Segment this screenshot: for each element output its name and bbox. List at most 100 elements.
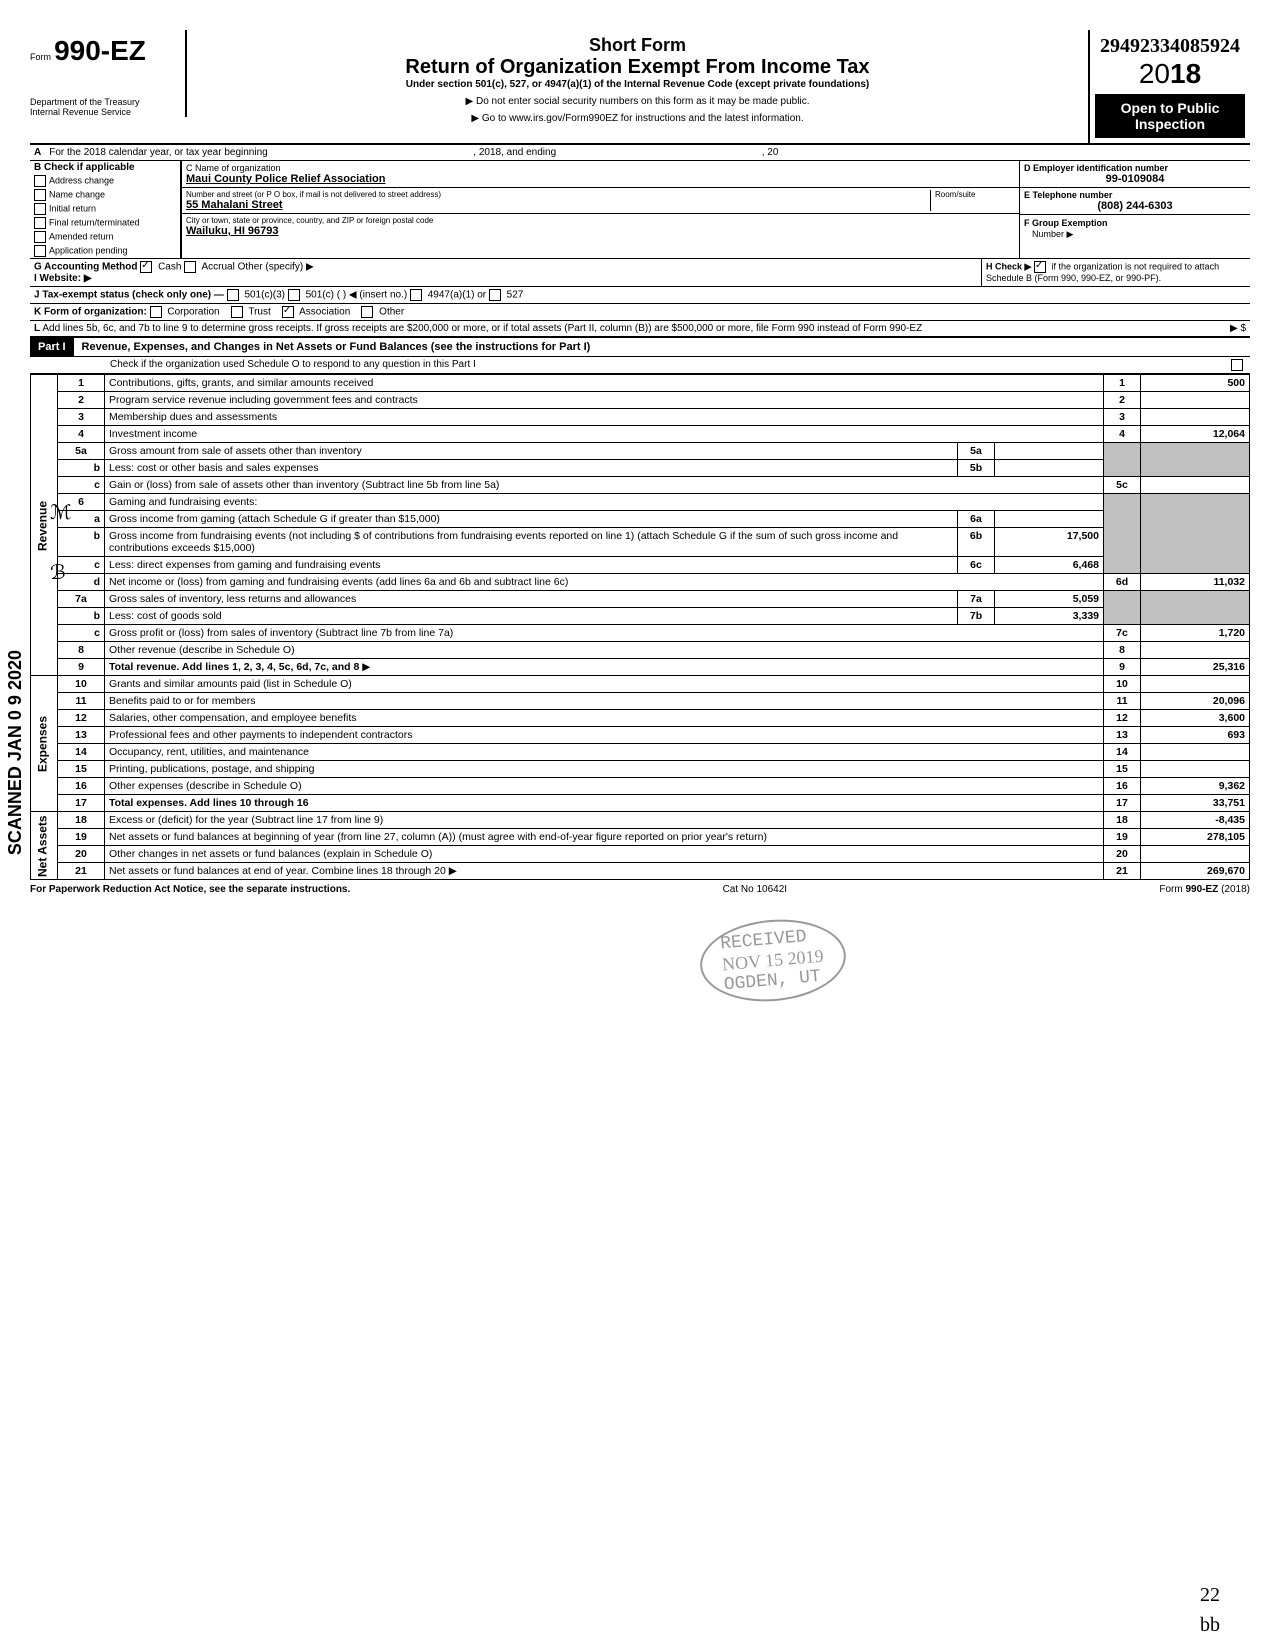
section-c-label: C Name of organization bbox=[186, 163, 1015, 173]
desc-2: Program service revenue including govern… bbox=[109, 394, 418, 406]
cb-amended[interactable] bbox=[34, 231, 46, 243]
subamt-5a bbox=[995, 443, 1104, 460]
desc-14: Occupancy, rent, utilities, and maintena… bbox=[109, 746, 309, 758]
cb-trust[interactable] bbox=[231, 306, 243, 318]
insert-no: ) ◀ (insert no.) bbox=[343, 290, 407, 301]
desc-3: Membership dues and assessments bbox=[109, 411, 277, 423]
box-1: 1 bbox=[1104, 375, 1141, 392]
527: 527 bbox=[507, 290, 524, 301]
subamt-6c: 6,468 bbox=[995, 557, 1104, 574]
cb-accrual[interactable] bbox=[184, 261, 196, 273]
box-9: 9 bbox=[1104, 659, 1141, 676]
line-j-label: J Tax-exempt status (check only one) — bbox=[34, 290, 224, 301]
footer-mid: Cat No 10642I bbox=[723, 884, 788, 895]
ln12: 12 bbox=[58, 710, 105, 727]
box-12: 12 bbox=[1104, 710, 1141, 727]
line-a-text: For the 2018 calendar year, or tax year … bbox=[49, 147, 267, 158]
section-b-label: B Check if applicable bbox=[30, 161, 180, 174]
note-web: ▶ Go to www.irs.gov/Form990EZ for instru… bbox=[197, 113, 1078, 124]
amt-3 bbox=[1141, 409, 1250, 426]
box-11: 11 bbox=[1104, 693, 1141, 710]
ln5a: 5a bbox=[58, 443, 105, 460]
subbox-5b: 5b bbox=[958, 460, 995, 477]
cb-address[interactable] bbox=[34, 175, 46, 187]
init-bottom-2: bb bbox=[1200, 1614, 1220, 1637]
cb-other-org[interactable] bbox=[361, 306, 373, 318]
ln7a: 7a bbox=[58, 591, 105, 608]
desc-4: Investment income bbox=[109, 428, 197, 440]
cb-name[interactable] bbox=[34, 189, 46, 201]
ln8: 8 bbox=[58, 642, 105, 659]
amt-16: 9,362 bbox=[1141, 778, 1250, 795]
ln7c: c bbox=[58, 625, 105, 642]
cb-501c3[interactable] bbox=[227, 289, 239, 301]
other-specify: Other (specify) ▶ bbox=[238, 262, 314, 273]
desc-7b: Less: cost of goods sold bbox=[109, 610, 222, 622]
footer-left: For Paperwork Reduction Act Notice, see … bbox=[30, 884, 350, 895]
cb-schedule-b[interactable] bbox=[1034, 261, 1046, 273]
amt-13: 693 bbox=[1141, 727, 1250, 744]
desc-6b-1: Gross income from fundraising events (no… bbox=[109, 530, 360, 542]
desc-11: Benefits paid to or for members bbox=[109, 695, 255, 707]
box-15: 15 bbox=[1104, 761, 1141, 778]
desc-16: Other expenses (describe in Schedule O) bbox=[109, 780, 302, 792]
cb-initial[interactable] bbox=[34, 203, 46, 215]
revenue-label: Revenue bbox=[31, 375, 58, 676]
street: 55 Mahalani Street bbox=[186, 199, 930, 211]
part1-title: Revenue, Expenses, and Changes in Net As… bbox=[74, 341, 591, 353]
line-a-end: , 20 bbox=[762, 147, 779, 158]
desc-6a: Gross income from gaming (attach Schedul… bbox=[109, 513, 440, 525]
init-2: ℬ bbox=[50, 560, 66, 585]
assoc: Association bbox=[299, 307, 350, 318]
desc-6d: Net income or (loss) from gaming and fun… bbox=[109, 576, 568, 588]
note-ssn: ▶ Do not enter social security numbers o… bbox=[197, 96, 1078, 107]
cb-schedule-o[interactable] bbox=[1231, 359, 1243, 371]
cb-assoc[interactable] bbox=[282, 306, 294, 318]
line-g-label: G Accounting Method bbox=[34, 262, 138, 273]
cb-final[interactable] bbox=[34, 217, 46, 229]
amt-9: 25,316 bbox=[1141, 659, 1250, 676]
desc-8: Other revenue (describe in Schedule O) bbox=[109, 644, 295, 656]
ln6b: b bbox=[58, 528, 105, 557]
line-a-prefix: A bbox=[30, 145, 45, 160]
desc-10: Grants and similar amounts paid (list in… bbox=[109, 678, 352, 690]
year-prefix: 20 bbox=[1139, 58, 1170, 89]
return-title: Return of Organization Exempt From Incom… bbox=[197, 56, 1078, 79]
irs-label: Internal Revenue Service bbox=[30, 107, 175, 117]
desc-7a: Gross sales of inventory, less returns a… bbox=[109, 593, 356, 605]
cb-cash[interactable] bbox=[140, 261, 152, 273]
ln4: 4 bbox=[58, 426, 105, 443]
ln1: 1 bbox=[58, 375, 105, 392]
street-label: Number and street (or P O box, if mail i… bbox=[186, 190, 930, 199]
ln18: 18 bbox=[58, 812, 105, 829]
cb-corp[interactable] bbox=[150, 306, 162, 318]
part1-label: Part I bbox=[30, 338, 74, 356]
desc-6: Gaming and fundraising events: bbox=[109, 496, 257, 508]
cb-4947[interactable] bbox=[410, 289, 422, 301]
box-3: 3 bbox=[1104, 409, 1141, 426]
recv-1: RECEIVED bbox=[720, 926, 823, 955]
box-4: 4 bbox=[1104, 426, 1141, 443]
subbox-6b: 6b bbox=[958, 528, 995, 557]
subamt-6b: 17,500 bbox=[995, 528, 1104, 557]
amt-15 bbox=[1141, 761, 1250, 778]
line-k-label: K Form of organization: bbox=[34, 307, 147, 318]
city-label: City or town, state or province, country… bbox=[186, 216, 1015, 225]
cb-pending[interactable] bbox=[34, 245, 46, 257]
box-8: 8 bbox=[1104, 642, 1141, 659]
subbox-6c: 6c bbox=[958, 557, 995, 574]
subbox-7b: 7b bbox=[958, 608, 995, 625]
part1-check: Check if the organization used Schedule … bbox=[110, 359, 476, 370]
desc-19: Net assets or fund balances at beginning… bbox=[109, 831, 767, 843]
box-2: 2 bbox=[1104, 392, 1141, 409]
4947: 4947(a)(1) or bbox=[428, 290, 486, 301]
recv-2: NOV 15 2019 bbox=[721, 946, 824, 976]
other-org: Other bbox=[379, 307, 404, 318]
cb-501c[interactable] bbox=[288, 289, 300, 301]
ln17: 17 bbox=[58, 795, 105, 812]
amt-18: -8,435 bbox=[1141, 812, 1250, 829]
desc-6c: Less: direct expenses from gaming and fu… bbox=[109, 559, 380, 571]
501c3: 501(c)(3) bbox=[244, 290, 285, 301]
desc-7c: Gross profit or (loss) from sales of inv… bbox=[109, 627, 453, 639]
cb-527[interactable] bbox=[489, 289, 501, 301]
